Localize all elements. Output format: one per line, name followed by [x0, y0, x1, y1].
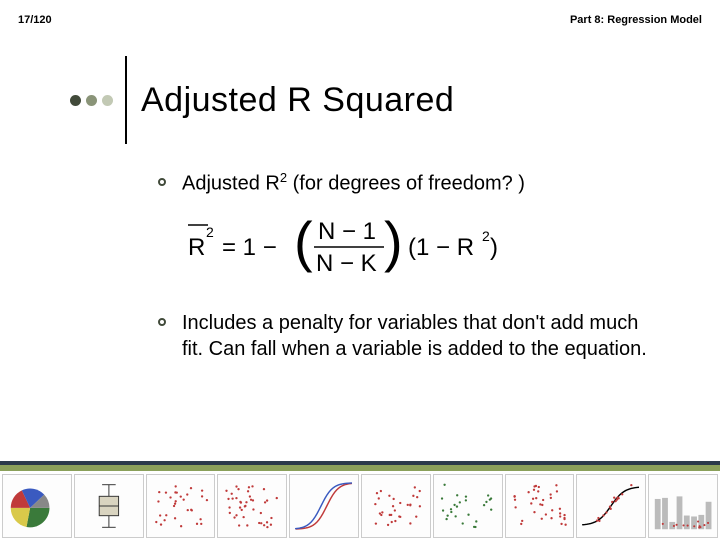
thumbnail-2: [74, 474, 144, 538]
paren-left: (: [294, 211, 313, 273]
slide-title: Adjusted R Squared: [141, 81, 454, 120]
dot-1: [70, 95, 81, 106]
bullet-1-text: Adjusted R2 (for degrees of freedom? ): [182, 170, 525, 197]
bullet-2: Includes a penalty for variables that do…: [158, 310, 660, 362]
bullet-icon: [158, 318, 166, 326]
bullet-1: Adjusted R2 (for degrees of freedom? ): [158, 170, 660, 197]
thumbnail-9: [576, 474, 646, 538]
thumbnail-8: [505, 474, 575, 538]
thumbnail-5: [289, 474, 359, 538]
thumbnail-strip: [0, 472, 720, 540]
thumbnail-10: [648, 474, 718, 538]
bullet-1-sup: 2: [280, 170, 287, 185]
frac-den: N − K: [316, 250, 377, 277]
formula-tail-sup: 2: [482, 228, 490, 244]
formula: R 2 = 1 − ( N − 1 N − K ) (1 − R 2 ): [184, 211, 660, 286]
thumbnail-3: [146, 474, 216, 538]
title-divider: [125, 56, 127, 144]
bullet-icon: [158, 178, 166, 186]
formula-lhs-sup: 2: [206, 224, 214, 240]
title-block: Adjusted R Squared: [70, 56, 454, 144]
bullet-2-text: Includes a penalty for variables that do…: [182, 310, 660, 362]
dot-3: [102, 95, 113, 106]
frac-num: N − 1: [318, 218, 376, 245]
bullet-1-post: (for degrees of freedom? ): [287, 173, 525, 195]
content-area: Adjusted R2 (for degrees of freedom? ) R…: [158, 170, 660, 376]
formula-lhs: R: [188, 234, 205, 261]
thumbnail-7: [433, 474, 503, 538]
footer-bottom: [0, 465, 720, 471]
formula-svg: R 2 = 1 − ( N − 1 N − K ) (1 − R 2 ): [184, 211, 524, 281]
thumbnail-6: [361, 474, 431, 538]
dot-2: [86, 95, 97, 106]
slide-header: 17/120 Part 8: Regression Model: [18, 14, 702, 26]
title-dots: [70, 95, 113, 106]
formula-tail-post: ): [490, 234, 498, 261]
formula-eq: = 1 −: [222, 234, 277, 261]
formula-tail-pre: (1 − R: [408, 234, 474, 261]
thumbnail-4: [217, 474, 287, 538]
footer-top: [0, 461, 720, 465]
bullet-1-pre: Adjusted R: [182, 173, 280, 195]
footer-bar: [0, 458, 720, 468]
section-label: Part 8: Regression Model: [570, 14, 702, 26]
page-indicator: 17/120: [18, 14, 52, 26]
paren-right: ): [384, 211, 403, 273]
thumbnail-1: [2, 474, 72, 538]
